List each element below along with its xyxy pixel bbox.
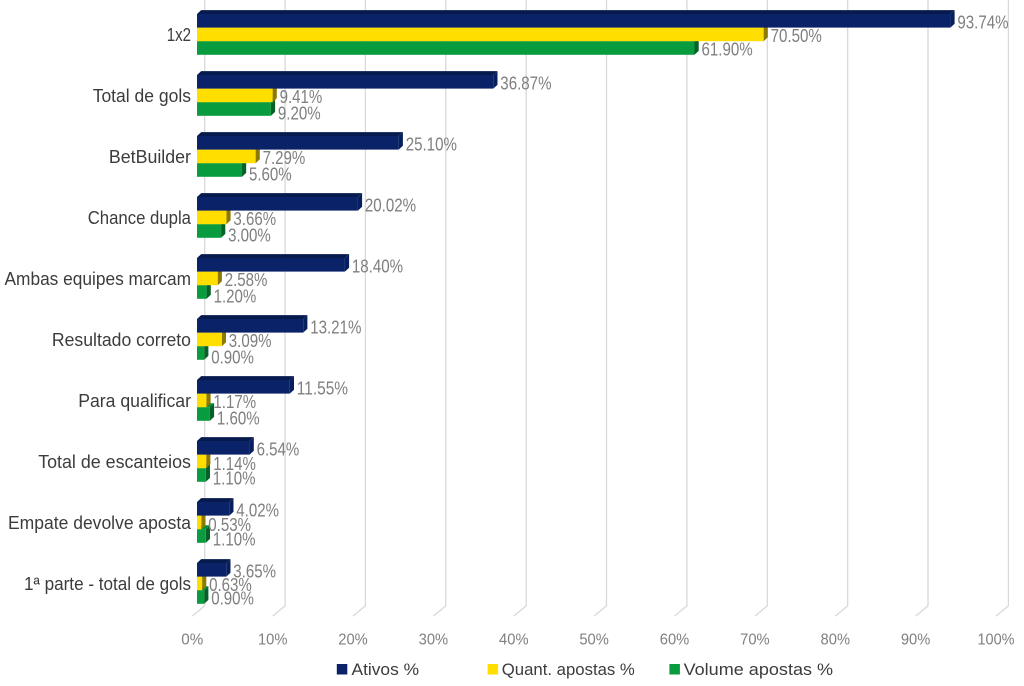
svg-text:1.17%: 1.17% bbox=[213, 392, 256, 412]
svg-text:1.10%: 1.10% bbox=[213, 469, 256, 489]
svg-text:Ativos %: Ativos % bbox=[352, 660, 420, 679]
svg-text:20%: 20% bbox=[338, 632, 368, 649]
svg-text:13.21%: 13.21% bbox=[310, 317, 361, 337]
svg-text:50%: 50% bbox=[579, 632, 609, 649]
svg-text:3.09%: 3.09% bbox=[229, 331, 272, 351]
svg-text:1ª parte - total de gols: 1ª parte - total de gols bbox=[24, 574, 191, 594]
svg-text:36.87%: 36.87% bbox=[500, 73, 551, 93]
svg-text:100%: 100% bbox=[978, 632, 1015, 649]
svg-text:1.60%: 1.60% bbox=[217, 409, 260, 429]
svg-text:3.00%: 3.00% bbox=[228, 226, 271, 246]
svg-text:18.40%: 18.40% bbox=[352, 256, 403, 276]
svg-text:80%: 80% bbox=[821, 632, 851, 649]
svg-text:Total de escanteios: Total de escanteios bbox=[38, 452, 191, 472]
svg-text:0%: 0% bbox=[181, 632, 203, 649]
svg-text:5.60%: 5.60% bbox=[249, 165, 292, 185]
svg-text:Para qualificar: Para qualificar bbox=[78, 391, 191, 411]
svg-text:10%: 10% bbox=[258, 632, 288, 649]
svg-text:61.90%: 61.90% bbox=[702, 40, 753, 60]
svg-text:11.55%: 11.55% bbox=[297, 378, 348, 398]
svg-text:90%: 90% bbox=[901, 632, 931, 649]
svg-text:1x2: 1x2 bbox=[167, 25, 191, 45]
svg-text:0.90%: 0.90% bbox=[211, 589, 254, 609]
svg-text:9.20%: 9.20% bbox=[278, 104, 321, 124]
svg-text:30%: 30% bbox=[419, 632, 449, 649]
svg-text:6.54%: 6.54% bbox=[257, 439, 300, 459]
svg-text:93.74%: 93.74% bbox=[957, 12, 1008, 32]
svg-text:Total de gols: Total de gols bbox=[93, 86, 191, 106]
svg-text:20.02%: 20.02% bbox=[365, 195, 416, 215]
svg-text:Empate devolve aposta: Empate devolve aposta bbox=[8, 513, 192, 533]
svg-text:0.63%: 0.63% bbox=[209, 575, 252, 595]
svg-text:1.14%: 1.14% bbox=[213, 454, 256, 474]
svg-text:3.65%: 3.65% bbox=[233, 561, 276, 581]
svg-text:1.10%: 1.10% bbox=[213, 530, 256, 550]
svg-text:2.58%: 2.58% bbox=[225, 270, 268, 290]
svg-text:Ambas equipes marcam: Ambas equipes marcam bbox=[5, 269, 192, 289]
svg-text:4.02%: 4.02% bbox=[236, 500, 279, 520]
svg-text:BetBuilder: BetBuilder bbox=[109, 147, 191, 167]
svg-text:1.20%: 1.20% bbox=[214, 287, 257, 307]
svg-text:60%: 60% bbox=[660, 632, 690, 649]
svg-text:3.66%: 3.66% bbox=[233, 209, 276, 229]
svg-text:0.53%: 0.53% bbox=[208, 515, 251, 535]
svg-text:Quant. apostas %: Quant. apostas % bbox=[502, 660, 635, 679]
svg-text:7.29%: 7.29% bbox=[263, 148, 306, 168]
svg-text:70%: 70% bbox=[740, 632, 770, 649]
svg-text:Volume apostas %: Volume apostas % bbox=[684, 660, 834, 679]
svg-text:0.90%: 0.90% bbox=[211, 348, 254, 368]
svg-text:Resultado correto: Resultado correto bbox=[52, 330, 191, 350]
svg-text:70.50%: 70.50% bbox=[771, 26, 822, 46]
svg-text:9.41%: 9.41% bbox=[280, 87, 323, 107]
svg-text:Chance dupla: Chance dupla bbox=[88, 208, 192, 228]
svg-text:25.10%: 25.10% bbox=[406, 134, 457, 154]
svg-text:40%: 40% bbox=[499, 632, 529, 649]
